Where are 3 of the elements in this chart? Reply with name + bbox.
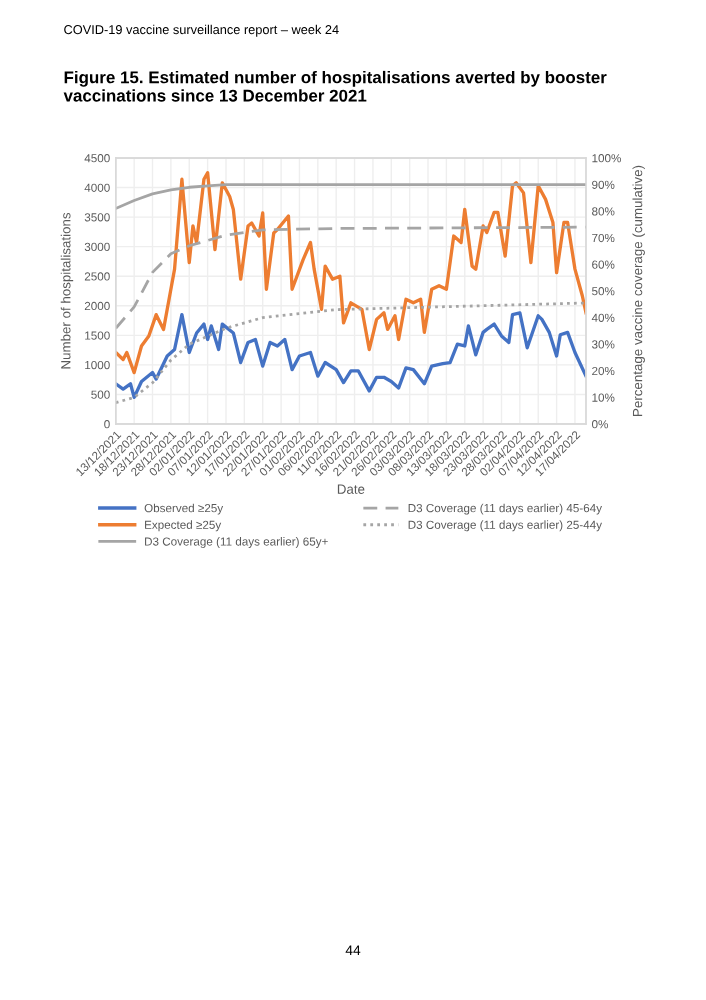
chart-title: Figure 15. Estimated number of hospitalisations averted by booster vaccinations since 13 December 2021 (63, 70, 607, 102)
line-series (115, 171, 586, 375)
line-series (115, 183, 586, 210)
